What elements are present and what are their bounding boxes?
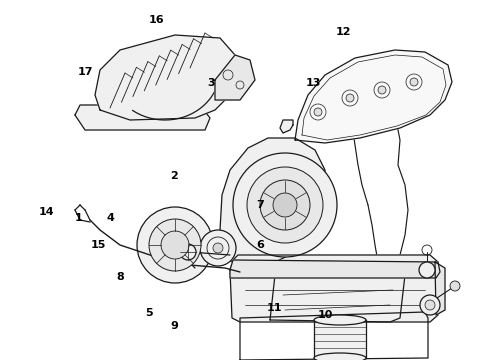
Polygon shape (280, 120, 293, 133)
Circle shape (161, 231, 189, 259)
Circle shape (420, 295, 440, 315)
Polygon shape (75, 105, 210, 130)
Text: 15: 15 (90, 240, 106, 250)
Text: 9: 9 (170, 321, 178, 331)
Text: 13: 13 (306, 78, 321, 88)
Polygon shape (220, 138, 325, 265)
Circle shape (247, 167, 323, 243)
Text: 4: 4 (106, 213, 114, 223)
Circle shape (213, 243, 223, 253)
Polygon shape (240, 312, 428, 360)
Circle shape (233, 153, 337, 257)
Polygon shape (435, 262, 445, 315)
Circle shape (260, 180, 310, 230)
Circle shape (314, 108, 322, 116)
Circle shape (137, 207, 213, 283)
Polygon shape (295, 50, 452, 143)
Circle shape (180, 244, 196, 260)
Text: 16: 16 (149, 15, 165, 25)
Text: 14: 14 (39, 207, 54, 217)
Text: 3: 3 (207, 78, 215, 88)
Circle shape (200, 230, 236, 266)
Polygon shape (215, 55, 255, 100)
Text: 2: 2 (170, 171, 178, 181)
Polygon shape (95, 35, 235, 120)
Text: 17: 17 (78, 67, 94, 77)
Text: 8: 8 (116, 272, 124, 282)
Text: 7: 7 (256, 200, 264, 210)
Circle shape (346, 94, 354, 102)
Polygon shape (230, 255, 440, 322)
Text: 10: 10 (318, 310, 334, 320)
Circle shape (425, 300, 435, 310)
Circle shape (419, 262, 435, 278)
Text: 1: 1 (74, 213, 82, 223)
Circle shape (378, 86, 386, 94)
Circle shape (450, 281, 460, 291)
Circle shape (149, 219, 201, 271)
Circle shape (273, 193, 297, 217)
Text: 6: 6 (256, 240, 264, 250)
Polygon shape (230, 260, 440, 278)
Polygon shape (270, 268, 405, 322)
Text: 11: 11 (267, 303, 282, 313)
Circle shape (410, 78, 418, 86)
Ellipse shape (314, 315, 366, 325)
Ellipse shape (314, 353, 366, 360)
Text: 5: 5 (146, 308, 153, 318)
Text: 12: 12 (335, 27, 351, 37)
